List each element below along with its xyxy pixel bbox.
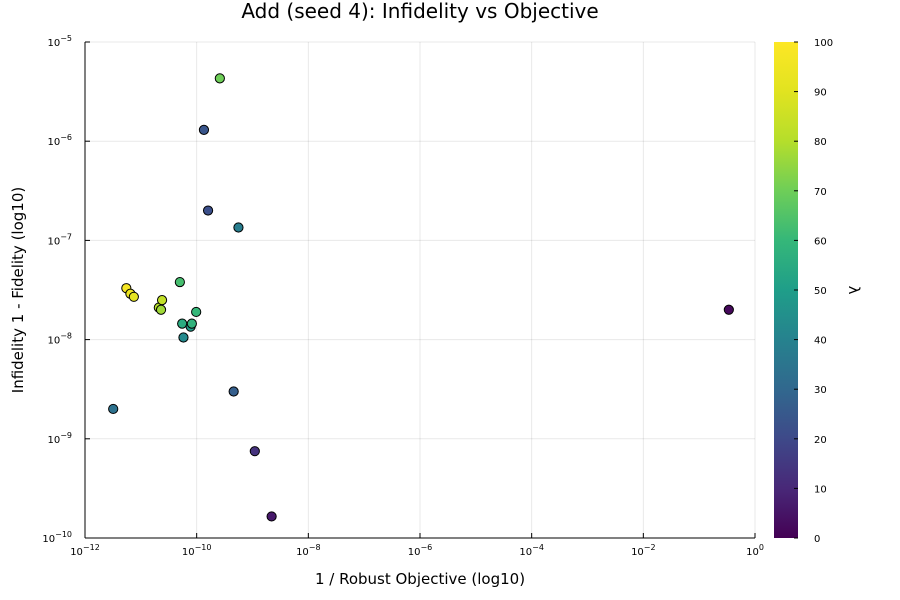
x-tick-label: 100 (746, 543, 764, 558)
colorbar-tick-label: 70 (814, 187, 827, 198)
data-point (228, 386, 239, 397)
x-tick-label-base: 10 (408, 547, 421, 558)
data-point (178, 332, 189, 343)
x-tick-label: 10−4 (519, 543, 544, 558)
data-point (191, 306, 202, 318)
data-point (266, 511, 277, 522)
colorbar-tick-label: 0 (814, 534, 820, 545)
y-tick-label: 10−9 (47, 431, 72, 446)
colorbar-tick-label: 80 (814, 137, 827, 148)
y-tick-label-base: 10 (47, 236, 60, 247)
y-tick-label-exponent: −7 (60, 232, 72, 241)
colorbar-tick-label: 90 (814, 88, 827, 99)
x-tick-label-exponent: −10 (195, 543, 212, 552)
y-tick-label-base: 10 (42, 534, 55, 545)
x-tick-label: 10−6 (408, 543, 433, 558)
data-point (174, 276, 185, 288)
y-axis-label: Infidelity 1 - Fidelity (log10) (9, 187, 27, 393)
x-axis-label: 1 / Robust Objective (log10) (315, 570, 525, 588)
y-tick-label: 10−8 (47, 332, 72, 347)
y-tick-label: 10−5 (47, 34, 72, 49)
data-point (156, 295, 168, 306)
x-tick-label-exponent: −4 (532, 543, 544, 552)
data-point (249, 446, 260, 457)
colorbar-ticks: 0 10 20 30 40 50 60 70 80 90 100 (794, 38, 833, 545)
x-axis-ticks: 10−12 10−10 10−8 10−6 10−4 10−2 100 (70, 533, 764, 558)
colorbar-tick-label: 40 (814, 336, 827, 347)
grid-lines (84, 41, 756, 539)
x-tick-label-exponent: −12 (83, 543, 100, 552)
y-tick-label-exponent: −6 (60, 133, 72, 142)
colorbar-tick-label: 50 (814, 286, 827, 297)
colorbar-tick-label: 60 (814, 236, 827, 247)
x-tick-label: 10−8 (296, 543, 321, 558)
y-tick-label-base: 10 (47, 336, 60, 347)
x-tick-label: 10−12 (70, 543, 100, 558)
x-tick-label-base: 10 (746, 547, 759, 558)
data-point (723, 304, 734, 315)
y-tick-label: 10−6 (47, 133, 72, 148)
x-tick-label-base: 10 (631, 547, 644, 558)
y-tick-label-exponent: −10 (55, 530, 72, 539)
colorbar-tick-label: 10 (814, 484, 827, 495)
data-point (202, 205, 214, 216)
x-tick-label-base: 10 (182, 547, 195, 558)
y-tick-label-base: 10 (47, 38, 60, 49)
x-tick-label-base: 10 (70, 547, 83, 558)
x-tick-label: 10−2 (631, 543, 656, 558)
x-tick-label-exponent: −6 (420, 543, 432, 552)
data-point (155, 304, 167, 315)
data-point (108, 403, 119, 415)
x-tick-label-exponent: −8 (309, 543, 321, 552)
y-tick-label-exponent: −8 (60, 332, 72, 341)
colorbar-tick-label: 20 (814, 435, 827, 446)
chart-title: Add (seed 4): Infidelity vs Objective (241, 0, 598, 23)
data-point (177, 318, 188, 329)
colorbar-tick-label: 30 (814, 385, 827, 396)
x-tick-label: 10−10 (182, 543, 212, 558)
data-point (186, 318, 197, 329)
y-tick-label-exponent: −9 (60, 431, 72, 440)
y-tick-label: 10−10 (42, 530, 72, 545)
y-tick-label-base: 10 (47, 137, 60, 148)
x-tick-label-base: 10 (519, 547, 532, 558)
y-tick-label-exponent: −5 (60, 34, 72, 43)
data-point (128, 291, 139, 302)
colorbar-label: λ (845, 286, 863, 295)
y-tick-label: 10−7 (47, 232, 72, 247)
data-point (214, 73, 225, 84)
data-point (198, 124, 210, 135)
data-points (108, 73, 734, 522)
colorbar-tick-label: 100 (814, 38, 833, 49)
data-point (233, 222, 244, 233)
x-tick-label-exponent: 0 (759, 543, 764, 552)
y-tick-label-base: 10 (47, 435, 60, 446)
x-tick-label-exponent: −2 (644, 543, 656, 552)
x-tick-label-base: 10 (296, 547, 309, 558)
